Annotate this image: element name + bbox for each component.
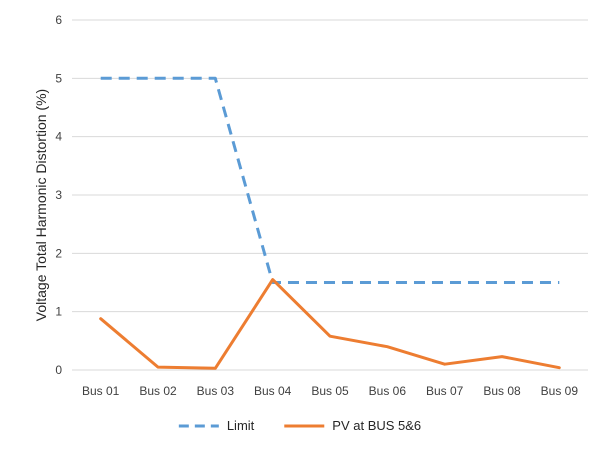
legend-label: Limit [227, 418, 255, 433]
x-tick-label: Bus 09 [541, 384, 579, 398]
y-tick-label: 2 [55, 246, 62, 260]
data-point [501, 281, 504, 284]
series-lines [99, 76, 561, 370]
data-point [214, 77, 217, 80]
y-axis-ticks: 0 1 2 3 4 5 6 [55, 13, 62, 377]
x-tick-label: Bus 02 [139, 384, 177, 398]
data-point [214, 367, 217, 370]
gridlines [72, 19, 588, 371]
x-tick-label: Bus 07 [426, 384, 464, 398]
data-point [443, 281, 446, 284]
y-tick-label: 4 [55, 130, 62, 144]
data-point [329, 281, 332, 284]
data-point [443, 363, 446, 366]
x-tick-label: Bus 08 [483, 384, 521, 398]
data-point [99, 77, 102, 80]
data-point [329, 335, 332, 338]
data-point [558, 366, 561, 369]
x-tick-label: Bus 03 [197, 384, 235, 398]
data-point [386, 281, 389, 284]
legend-label: PV at BUS 5&6 [332, 418, 421, 433]
x-axis-ticks: Bus 01 Bus 02 Bus 03 Bus 04 Bus 05 Bus 06 Bus … [82, 384, 578, 398]
y-tick-label: 0 [55, 363, 62, 377]
y-tick-label: 3 [55, 188, 62, 202]
y-tick-label: 6 [55, 13, 62, 27]
data-point [99, 317, 102, 320]
data-point [558, 281, 561, 284]
data-point [157, 77, 160, 80]
y-axis-title: Voltage Total Harmonic Distortion (%) [33, 89, 49, 321]
data-point [271, 278, 274, 281]
data-point [501, 355, 504, 358]
series-line-limit [100, 76, 560, 284]
x-tick-label: Bus 06 [369, 384, 407, 398]
x-tick-label: Bus 05 [311, 384, 349, 398]
data-point [386, 345, 389, 348]
series-line-pv [99, 278, 561, 370]
y-tick-label: 1 [55, 305, 62, 319]
x-tick-label: Bus 04 [254, 384, 292, 398]
data-point [157, 366, 160, 369]
y-tick-label: 5 [55, 71, 62, 85]
x-tick-label: Bus 01 [82, 384, 120, 398]
legend: Limit PV at BUS 5&6 [178, 418, 421, 433]
